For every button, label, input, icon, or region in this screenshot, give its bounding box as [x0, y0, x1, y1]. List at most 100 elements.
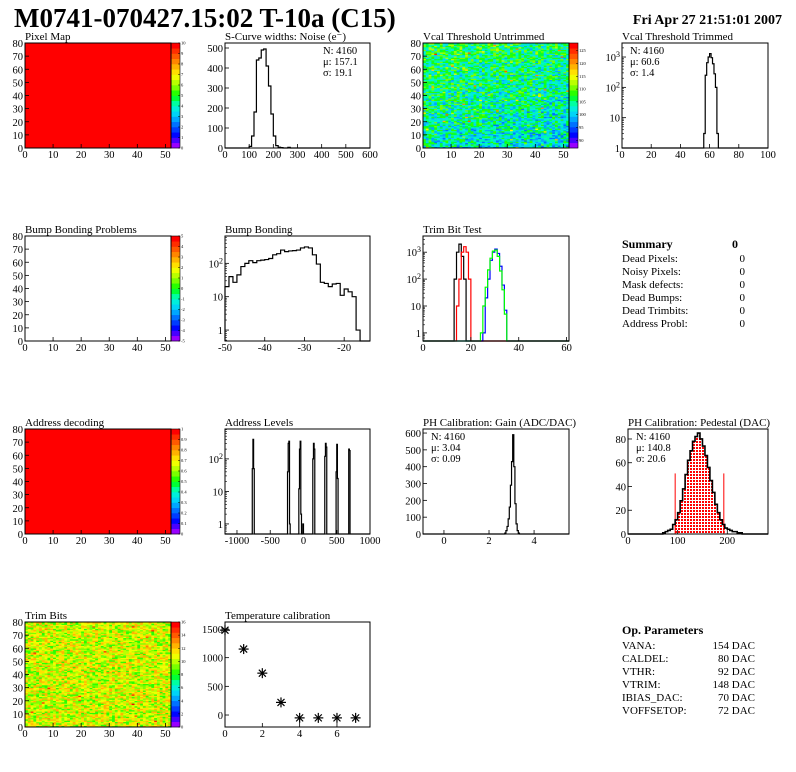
- heatmap-cell: [512, 140, 516, 142]
- heatmap-cell: [512, 79, 516, 82]
- heatmap-cell: [467, 91, 472, 94]
- heatmap-cell: [552, 142, 556, 145]
- heatmap-cell: [479, 71, 483, 74]
- heatmap-cell: [442, 145, 446, 147]
- heatmap-cell: [532, 132, 536, 134]
- heatmap-cell: [512, 119, 516, 121]
- heatmap-cell: [470, 132, 474, 134]
- heatmap-cell: [526, 95, 530, 98]
- heatmap-cell: [487, 142, 491, 145]
- color-scale-band: [171, 241, 180, 247]
- heatmap-cell: [543, 92, 547, 95]
- heatmap-cell: [529, 146, 533, 149]
- heatmap-cell: [526, 70, 530, 73]
- heatmap-cell: [521, 46, 525, 49]
- heatmap-cell: [512, 124, 516, 126]
- heatmap-cell: [484, 83, 488, 86]
- heatmap-cell: [532, 95, 536, 98]
- heatmap-cell: [524, 104, 528, 107]
- heatmap-cell: [563, 120, 567, 123]
- heatmap-cell: [448, 71, 452, 74]
- heatmap-cell: [557, 57, 561, 60]
- heatmap-cell: [507, 65, 511, 67]
- heatmap-cell: [521, 70, 525, 73]
- heatmap-cell: [451, 146, 455, 149]
- heatmap-cell: [563, 91, 567, 94]
- heatmap-cell: [507, 115, 511, 117]
- chart-title: Pixel Map: [25, 31, 71, 43]
- heatmap-cell: [470, 49, 474, 52]
- heatmap-cell: [431, 58, 435, 61]
- heatmap-cell: [453, 91, 457, 94]
- heatmap-cell: [476, 117, 480, 120]
- heatmap-cell: [459, 98, 463, 100]
- heatmap-cell: [431, 119, 435, 121]
- heatmap-cell: [524, 117, 528, 120]
- heatmap-cell: [535, 121, 539, 124]
- heatmap-cell: [504, 91, 508, 94]
- heatmap-cell: [442, 127, 446, 129]
- heatmap-cell: [434, 43, 438, 45]
- color-scale-band: [171, 330, 180, 337]
- heatmap-cell: [467, 146, 472, 149]
- heatmap-cell: [437, 129, 441, 132]
- heatmap-cell: [473, 103, 477, 105]
- heatmap-cell: [560, 91, 564, 94]
- heatmap-cell: [431, 138, 435, 141]
- heatmap-cell: [554, 46, 559, 49]
- y-tick-label: 40: [13, 478, 24, 489]
- heatmap-cell: [445, 75, 449, 78]
- x-axis: 0 100 200: [625, 530, 735, 547]
- heatmap-cell: [498, 109, 502, 112]
- heatmap-cell: [546, 144, 550, 146]
- heatmap-cell: [445, 99, 449, 102]
- color-scale-label: -1: [181, 297, 185, 302]
- heatmap-cell: [442, 130, 446, 133]
- heatmap-cell: [445, 133, 449, 136]
- heatmap-cell: [557, 120, 561, 123]
- histogram-series-0: [423, 243, 569, 342]
- x-tick-label: 30: [104, 536, 115, 547]
- heatmap-cell: [437, 50, 441, 53]
- heatmap-cell: [428, 128, 432, 130]
- heatmap-cell: [465, 71, 469, 74]
- heatmap-cell: [490, 65, 494, 67]
- heatmap-cell: [437, 88, 441, 91]
- heatmap-cell: [535, 88, 539, 91]
- heatmap-cell: [484, 138, 488, 141]
- heatmap-cell: [453, 82, 457, 84]
- heatmap-cell: [518, 133, 522, 136]
- heatmap-cell: [526, 77, 530, 79]
- heatmap-cell: [560, 125, 564, 128]
- heatmap-cell: [462, 43, 466, 45]
- heatmap-cell: [456, 102, 460, 104]
- heatmap-cell: [521, 58, 525, 61]
- heatmap-cell: [498, 119, 502, 121]
- heatmap-cell: [518, 99, 522, 102]
- heatmap-cell: [459, 137, 463, 140]
- heatmap-cell: [560, 98, 564, 100]
- heatmap-cell: [557, 130, 561, 133]
- heatmap-cell: [560, 60, 564, 62]
- heatmap-cell: [493, 144, 497, 146]
- stats-line: σ: 1.4: [630, 68, 655, 79]
- heatmap-cell: [479, 70, 483, 73]
- heatmap-cell: [512, 88, 516, 91]
- heatmap-cell: [552, 66, 556, 69]
- heatmap-cell: [504, 43, 508, 45]
- heatmap-cell: [437, 132, 441, 134]
- heatmap-cell: [515, 124, 519, 126]
- stats-line: σ: 20.6: [636, 454, 666, 465]
- heatmap-cell: [529, 44, 533, 46]
- heatmap-cell: [501, 133, 505, 136]
- heatmap-cell: [563, 85, 567, 87]
- heatmap-cell: [538, 90, 542, 92]
- heatmap-cell: [470, 144, 474, 146]
- heatmap-cell: [560, 124, 564, 126]
- heatmap-cell: [543, 137, 547, 140]
- heatmap-cell: [484, 73, 488, 75]
- heatmap-cell: [425, 140, 429, 142]
- heatmap-cell: [524, 92, 528, 95]
- heatmap-cell: [538, 113, 542, 116]
- heatmap-cell: [448, 144, 452, 146]
